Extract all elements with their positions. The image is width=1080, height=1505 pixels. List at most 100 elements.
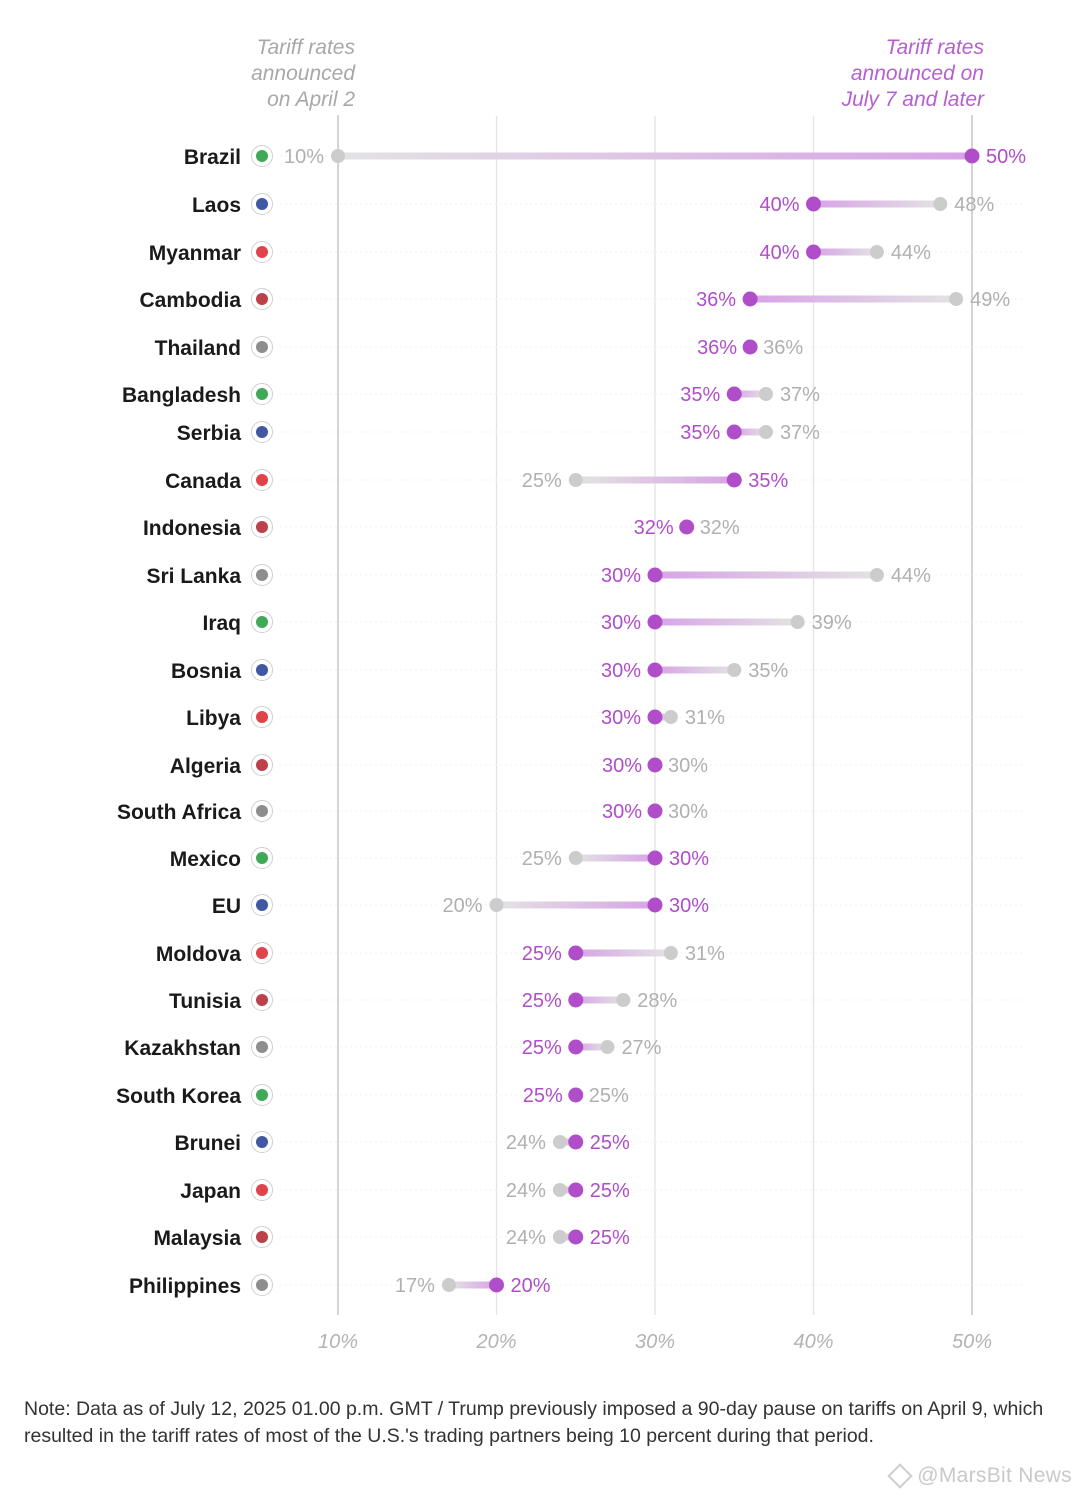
april-value-label: 17% — [395, 1275, 435, 1297]
row-libya: Libya 30% 31% — [186, 706, 725, 730]
april-value-label: 35% — [748, 660, 788, 682]
header-april: Tariff rates announced on April 2 — [251, 36, 355, 111]
chart-note: Note: Data as of July 12, 2025 01.00 p.m… — [24, 1398, 1044, 1447]
july-dot — [647, 614, 663, 630]
country-label: South Africa — [117, 801, 241, 824]
april-value-label: 24% — [506, 1227, 546, 1249]
april-value-label: 25% — [522, 848, 562, 870]
country-label: Iraq — [202, 612, 241, 635]
flag-icon — [256, 1136, 268, 1148]
july-dot — [742, 339, 758, 355]
row-tunisia: Tunisia 25% 28% — [169, 989, 678, 1013]
country-label: EU — [212, 895, 241, 918]
april-dot — [949, 292, 964, 306]
july-dot — [647, 709, 663, 725]
july-value-label: 30% — [601, 707, 641, 729]
april-value-label: 31% — [685, 943, 725, 965]
x-tick-label: 30% — [635, 1331, 675, 1353]
country-label: Libya — [186, 707, 241, 730]
country-label: Thailand — [155, 337, 241, 360]
row-indonesia: Indonesia 32% 32% — [143, 516, 740, 540]
july-value-label: 25% — [523, 1085, 563, 1107]
country-label: Myanmar — [149, 242, 241, 265]
july-dot — [647, 662, 663, 678]
july-dot — [568, 1087, 584, 1103]
flag-icon — [256, 388, 268, 400]
x-tick-label: 20% — [475, 1331, 516, 1353]
july-dot — [568, 1229, 584, 1245]
july-dot — [964, 148, 980, 164]
row-malaysia: Malaysia 24% 25% — [153, 1226, 630, 1250]
july-dot — [806, 196, 821, 212]
july-value-label: 30% — [602, 801, 642, 823]
flag-icon — [256, 759, 268, 771]
country-label: Canada — [165, 470, 241, 493]
flag-icon — [256, 1231, 268, 1243]
july-value-label: 36% — [696, 289, 736, 311]
row-brunei: Brunei 24% 25% — [174, 1131, 630, 1155]
april-dot — [933, 197, 948, 211]
july-value-label: 25% — [590, 1132, 630, 1154]
april-value-label: 44% — [891, 565, 931, 587]
country-label: Malaysia — [153, 1227, 241, 1250]
july-dot — [647, 757, 663, 773]
row-kazakhstan: Kazakhstan 25% 27% — [124, 1036, 662, 1060]
april-value-label: 31% — [685, 707, 725, 729]
april-value-label: 30% — [668, 801, 708, 823]
april-dot — [331, 149, 345, 163]
header-july: Tariff rates announced on July 7 and lat… — [841, 36, 984, 111]
row-japan: Japan 24% 25% — [180, 1179, 630, 1203]
april-dot — [758, 387, 773, 401]
flag-icon — [256, 246, 268, 258]
april-dot — [552, 1135, 567, 1149]
row-sri-lanka: Sri Lanka 30% 44% — [146, 564, 931, 588]
april-dot — [568, 851, 583, 865]
country-label: South Korea — [116, 1085, 241, 1108]
flag-icon — [256, 341, 268, 353]
july-value-label: 32% — [634, 517, 674, 539]
july-dot — [726, 424, 742, 440]
april-value-label: 39% — [812, 612, 852, 634]
july-value-label: 25% — [590, 1180, 630, 1202]
july-dot — [647, 850, 663, 866]
row-philippines: Philippines 17% 20% — [129, 1274, 551, 1298]
july-dot — [726, 472, 742, 488]
april-value-label: 49% — [970, 289, 1010, 311]
july-dot — [568, 992, 584, 1008]
x-tick-label: 50% — [952, 1331, 992, 1353]
april-dot — [600, 1040, 615, 1054]
flag-icon — [256, 664, 268, 676]
country-label: Serbia — [177, 422, 242, 445]
july-value-label: 30% — [669, 895, 709, 917]
country-label: Mexico — [170, 848, 241, 871]
april-dot — [552, 1230, 567, 1244]
country-label: Tunisia — [169, 990, 241, 1013]
country-label: Indonesia — [143, 517, 241, 540]
april-dot — [552, 1183, 567, 1197]
april-value-label: 30% — [668, 755, 708, 777]
watermark: @MarsBit News — [887, 1463, 1072, 1490]
april-value-label: 27% — [621, 1037, 661, 1059]
april-dot — [790, 615, 805, 629]
july-dot — [647, 897, 663, 913]
april-value-label: 48% — [954, 194, 994, 216]
flag-icon — [256, 1041, 268, 1053]
july-dot — [647, 567, 663, 583]
july-dot — [568, 1134, 584, 1150]
july-value-label: 40% — [759, 194, 799, 216]
april-value-label: 24% — [506, 1180, 546, 1202]
april-value-label: 37% — [780, 422, 820, 444]
x-tick-label: 10% — [318, 1331, 358, 1353]
flag-icon — [256, 852, 268, 864]
row-bangladesh: Bangladesh 35% 37% — [122, 383, 820, 407]
row-algeria: Algeria 30% 30% — [170, 754, 708, 778]
country-label: Bangladesh — [122, 384, 241, 407]
july-value-label: 20% — [511, 1275, 551, 1297]
april-value-label: 25% — [522, 470, 562, 492]
flag-icon — [256, 198, 268, 210]
april-value-label: 25% — [589, 1085, 629, 1107]
country-label: Japan — [180, 1180, 241, 1203]
flag-icon — [256, 994, 268, 1006]
july-dot — [568, 1182, 584, 1198]
april-dot — [758, 425, 773, 439]
